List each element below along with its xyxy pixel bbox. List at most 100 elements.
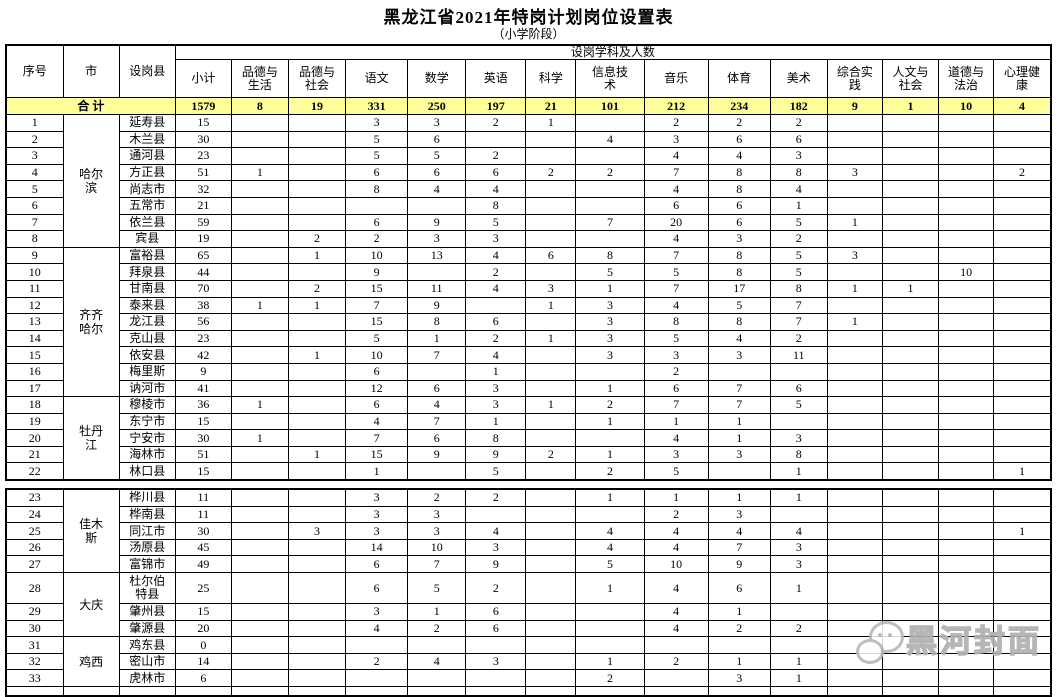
value-cell [881,346,940,364]
value-cell: 7 [769,296,828,315]
value-cell: 12 [345,379,409,398]
value-cell: 4 [707,522,771,540]
value-cell: 30 [174,522,232,540]
county-cell: 通河县 [118,147,176,165]
value-cell [881,379,940,398]
value-cell: 1 [769,196,828,215]
value-cell: 3 [826,163,883,182]
value-cell: 2 [287,279,347,298]
value-cell: 4 [345,412,409,431]
row-number-cell: 31 [5,636,64,654]
row-number-cell: 16 [5,362,64,381]
value-cell [230,114,289,132]
value-cell: 6 [769,379,828,398]
header-row-subjects: 小计 品德与 生活 品德与 社会 语文 数学 英语 科学 信息技 术 音乐 体育… [6,59,1052,98]
value-cell: 4 [465,246,527,265]
value-cell: 1 [230,296,289,315]
value-cell [938,362,995,381]
value-cell: 7 [707,396,771,414]
value-cell [826,572,884,605]
value-cell [938,669,995,687]
county-cell: 富裕县 [118,246,176,265]
value-cell: 6 [707,130,771,149]
value-cell [826,445,883,464]
value-cell [826,652,884,671]
value-cell [826,362,883,381]
value-cell: 70 [174,279,232,298]
value-cell: 5 [407,147,467,165]
value-cell [938,572,995,605]
value-cell [287,379,347,398]
table-row: 26 汤原县 45 14 10 3 4 4 7 3 [5,538,1052,557]
total-value-cell: 4 [993,97,1052,115]
value-cell: 2 [465,114,527,132]
value-cell [882,636,940,654]
row-number-cell: 32 [5,652,64,671]
total-row: 合 计 1579 8 19 331 250 197 21 101 212 234… [5,97,1052,115]
table-row: 8 宾县 19 2 2 3 3 4 3 2 [5,230,1052,248]
value-cell: 2 [465,488,527,507]
value-cell: 10 [407,538,467,557]
value-cell [643,686,709,697]
value-cell: 7 [407,555,467,574]
value-cell: 2 [345,230,409,248]
value-cell: 1 [407,603,467,621]
value-cell: 2 [525,445,577,464]
value-cell: 4 [643,296,709,315]
row-number-cell: 29 [5,603,64,621]
value-cell [993,196,1052,215]
value-cell: 5 [643,329,709,348]
value-cell [881,396,940,414]
county-cell: 桦川县 [118,488,176,507]
value-cell [174,686,232,697]
value-cell: 7 [575,213,645,232]
value-cell [993,329,1052,348]
value-cell: 1 [826,279,883,298]
value-cell: 15 [345,313,409,331]
value-cell: 1 [525,396,577,414]
value-cell [938,196,995,215]
value-cell: 6 [345,572,409,605]
value-cell: 15 [174,603,232,621]
row-number-cell: 17 [5,379,64,398]
value-cell: 5 [643,263,709,281]
value-cell [575,180,645,198]
value-cell [826,412,883,431]
county-cell: 同江市 [118,522,176,540]
value-cell: 7 [345,429,409,447]
value-cell: 19 [174,230,232,248]
value-cell: 4 [643,538,709,557]
total-value-cell: 21 [525,97,577,115]
value-cell: 1 [525,329,577,348]
value-cell [826,230,883,248]
value-cell [769,362,828,381]
value-cell [993,505,1052,524]
table-row: 23 佳木斯 桦川县 11 3 2 2 1 1 1 1 [5,488,1052,574]
value-cell: 4 [769,522,828,540]
value-cell: 8 [707,246,771,265]
value-cell [287,329,347,348]
value-cell [525,619,577,638]
table-row: 24 桦南县 11 3 3 2 3 [5,505,1052,524]
value-cell [230,246,289,265]
value-cell: 51 [174,163,232,182]
page-subtitle: （小学阶段） [492,27,565,41]
county-cell: 甘南县 [118,279,176,298]
row-number-cell: 12 [5,296,64,315]
county-cell: 虎林市 [118,669,176,687]
value-cell [938,329,995,348]
value-cell [287,396,347,414]
value-cell [465,636,527,654]
value-cell [881,362,940,381]
city-cell: 齐齐哈尔 [62,246,120,398]
value-cell [525,180,577,198]
row-number-cell: 2 [5,130,64,149]
value-cell: 14 [345,538,409,557]
county-cell: 克山县 [118,329,176,348]
value-cell [575,686,645,697]
value-cell [230,445,289,464]
col-header-subjects-group: 设岗学科及人数 [174,44,1052,60]
value-cell [230,603,289,621]
county-cell: 汤原县 [118,538,176,557]
value-cell: 4 [643,180,709,198]
